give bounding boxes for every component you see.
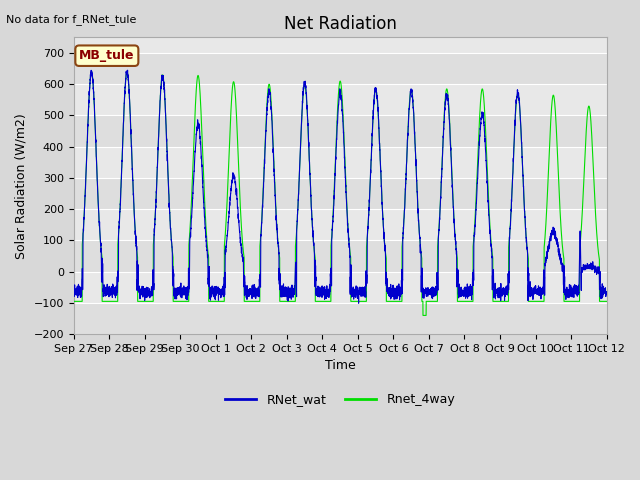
Bar [74,303,607,334]
Title: Net Radiation: Net Radiation [284,15,397,33]
Bar [74,178,607,209]
Text: MB_tule: MB_tule [79,49,134,62]
Bar [74,116,607,147]
Bar [74,240,607,272]
Text: No data for f_RNet_tule: No data for f_RNet_tule [6,14,137,25]
Bar [74,53,607,84]
X-axis label: Time: Time [324,360,356,372]
Legend: RNet_wat, Rnet_4way: RNet_wat, Rnet_4way [220,388,460,411]
Y-axis label: Solar Radiation (W/m2): Solar Radiation (W/m2) [15,113,28,259]
